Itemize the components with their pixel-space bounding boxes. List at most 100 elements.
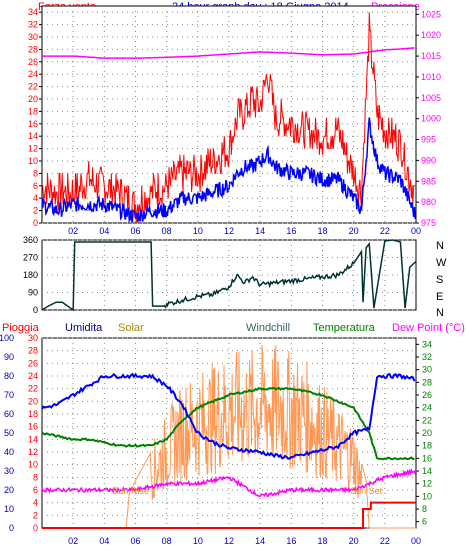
dewpoint-tick-label: 6 bbox=[422, 517, 427, 527]
humidity-tick-label: 20 bbox=[4, 485, 14, 495]
temperature-line bbox=[41, 386, 415, 461]
humidity-line bbox=[41, 372, 416, 460]
pressure-tick-label: 1025 bbox=[421, 9, 441, 19]
rain-tick-label: 0 bbox=[33, 523, 38, 533]
atmos-x-tick-label: 22 bbox=[380, 536, 390, 546]
wind-tick-label: 28 bbox=[28, 44, 38, 54]
pressure-tick-label: 990 bbox=[421, 155, 436, 165]
dewpoint-tick-label: 18 bbox=[422, 441, 432, 451]
pressure-tick-label: 995 bbox=[421, 135, 436, 145]
pressure-tick-label: 985 bbox=[421, 176, 436, 186]
dewpoint-line bbox=[41, 467, 417, 498]
atmos-x-tick-label: 02 bbox=[68, 536, 78, 546]
rain-tick-label: 4 bbox=[33, 498, 38, 508]
dewpoint-tick-label: 24 bbox=[422, 403, 432, 413]
direction-line bbox=[41, 239, 417, 312]
humidity-tick-label: 30 bbox=[4, 466, 14, 476]
humidity-tick-label: 90 bbox=[4, 352, 14, 362]
wind-tick-label: 32 bbox=[28, 20, 38, 30]
wind-x-tick-label: 10 bbox=[193, 226, 203, 236]
wind-x-tick-label: 00 bbox=[411, 226, 421, 236]
humidity-tick-label: 70 bbox=[4, 390, 14, 400]
atmos-x-tick-label: 14 bbox=[255, 536, 265, 546]
rain-tick-label: 16 bbox=[28, 422, 38, 432]
wind-x-tick-label: 22 bbox=[380, 226, 390, 236]
dewpoint-tick-label: 14 bbox=[422, 466, 432, 476]
atmos-x-tick-label: 16 bbox=[286, 536, 296, 546]
wind-x-tick-label: 04 bbox=[99, 226, 109, 236]
wind-x-tick-label: 18 bbox=[317, 226, 327, 236]
rain-tick-label: 24 bbox=[28, 371, 38, 381]
direction-tick-label: 90 bbox=[28, 288, 38, 298]
wind-tick-label: 22 bbox=[28, 82, 38, 92]
rain-tick-label: 10 bbox=[28, 460, 38, 470]
humidity-tick-label: 60 bbox=[4, 409, 14, 419]
wind-x-tick-label: 12 bbox=[224, 226, 234, 236]
direction-tick-label: 360 bbox=[23, 235, 38, 245]
pressure-tick-label: 1015 bbox=[421, 51, 441, 61]
atmos-x-tick-label: 00 bbox=[411, 536, 421, 546]
wind-tick-label: 20 bbox=[28, 94, 38, 104]
wind-x-tick-label: 02 bbox=[68, 226, 78, 236]
wind-tick-label: 16 bbox=[28, 119, 38, 129]
pressure-tick-label: 1010 bbox=[421, 72, 441, 82]
pressure-tick-label: 1020 bbox=[421, 30, 441, 40]
compass-n-top: N bbox=[436, 240, 444, 252]
rain-tick-label: 22 bbox=[28, 384, 38, 394]
wind-tick-label: 6 bbox=[33, 181, 38, 191]
wind-tick-label: 26 bbox=[28, 57, 38, 67]
humidity-tick-label: 50 bbox=[4, 428, 14, 438]
windchill-title: Windchill bbox=[246, 322, 290, 334]
sunrise-label: Sun Rise bbox=[113, 486, 150, 496]
rain-tick-label: 12 bbox=[28, 447, 38, 457]
wind-x-tick-label: 06 bbox=[130, 226, 140, 236]
rain-axis-title: Pioggia bbox=[2, 322, 40, 334]
pressure-tick-label: 975 bbox=[421, 218, 436, 228]
rain-tick-label: 18 bbox=[28, 409, 38, 419]
rain-tick-label: 2 bbox=[33, 510, 38, 520]
dewpoint-tick-label: 16 bbox=[422, 453, 432, 463]
atmos-x-tick-label: 20 bbox=[349, 536, 359, 546]
atmos-x-tick-label: 04 bbox=[99, 536, 109, 546]
humidity-axis-title: Umidita bbox=[65, 322, 103, 334]
atmos-x-tick-label: 08 bbox=[162, 536, 172, 546]
humidity-tick-label: 40 bbox=[4, 447, 14, 457]
rain-tick-label: 30 bbox=[28, 333, 38, 343]
rain-tick-label: 6 bbox=[33, 485, 38, 495]
pressure-tick-label: 1000 bbox=[421, 114, 441, 124]
wind-tick-label: 2 bbox=[33, 206, 38, 216]
direction-tick-label: 270 bbox=[23, 253, 38, 263]
temperature-title: Temperatura bbox=[313, 322, 376, 334]
wind-x-tick-label: 08 bbox=[162, 226, 172, 236]
compass-e: E bbox=[436, 291, 443, 303]
wind-avg-line bbox=[41, 117, 416, 224]
dewpoint-tick-label: 10 bbox=[422, 491, 432, 501]
wind-tick-label: 0 bbox=[33, 218, 38, 228]
humidity-tick-label: 100 bbox=[0, 333, 14, 343]
wind-tick-label: 14 bbox=[28, 131, 38, 141]
rain-line bbox=[42, 501, 416, 529]
rain-tick-label: 14 bbox=[28, 434, 38, 444]
dewpoint-tick-label: 28 bbox=[422, 377, 432, 387]
wind-tick-label: 12 bbox=[28, 144, 38, 154]
atmos-x-tick-label: 06 bbox=[130, 536, 140, 546]
direction-tick-label: 0 bbox=[33, 305, 38, 315]
wind-x-tick-label: 20 bbox=[349, 226, 359, 236]
rain-tick-label: 8 bbox=[33, 472, 38, 482]
compass-n-bottom: N bbox=[436, 307, 444, 319]
wind-tick-label: 4 bbox=[33, 193, 38, 203]
pressure-tick-label: 1005 bbox=[421, 93, 441, 103]
dewpoint-tick-label: 30 bbox=[422, 365, 432, 375]
wind-tick-label: 18 bbox=[28, 106, 38, 116]
dewpoint-tick-label: 34 bbox=[422, 339, 432, 349]
rain-tick-label: 20 bbox=[28, 396, 38, 406]
dewpoint-tick-label: 12 bbox=[422, 479, 432, 489]
atmos-x-tick-label: 10 bbox=[193, 536, 203, 546]
pressure-line bbox=[42, 47, 415, 59]
wind-tick-label: 30 bbox=[28, 32, 38, 42]
solar-title: Solar bbox=[118, 322, 144, 334]
humidity-tick-label: 0 bbox=[9, 523, 14, 533]
wind-tick-label: 24 bbox=[28, 69, 38, 79]
dewpoint-tick-label: 20 bbox=[422, 428, 432, 438]
